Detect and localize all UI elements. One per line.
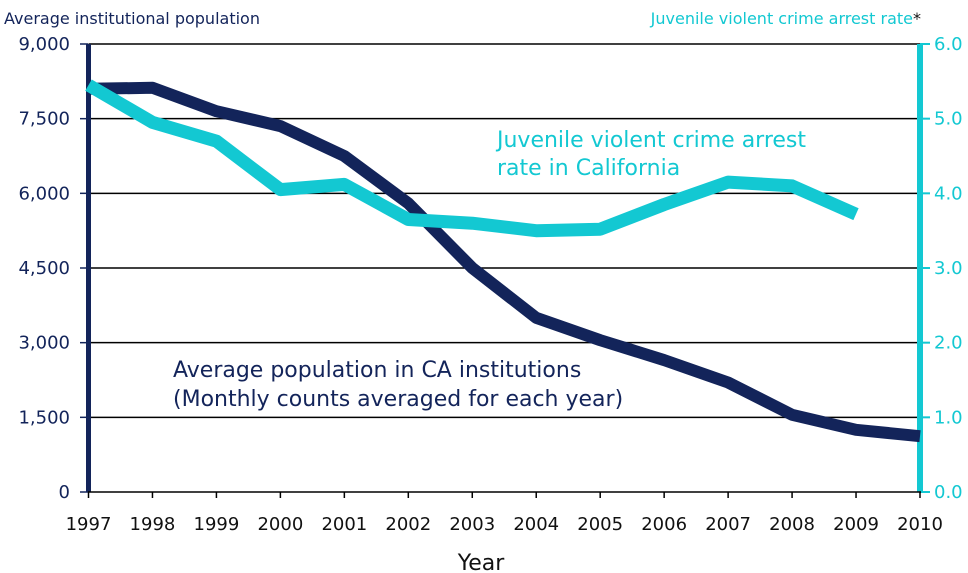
right-tick-label: 4.0 xyxy=(934,183,963,204)
x-tick-label: 1999 xyxy=(194,514,240,535)
right-axis-label-asterisk: * xyxy=(913,9,921,28)
x-tick-label: 2007 xyxy=(705,514,751,535)
x-tick-label: 2003 xyxy=(449,514,495,535)
x-tick-label: 2010 xyxy=(897,514,943,535)
right-axis-label: Juvenile violent crime arrest rate* xyxy=(650,9,921,28)
right-tick-label: 2.0 xyxy=(934,333,963,354)
x-tick-label: 1998 xyxy=(130,514,176,535)
right-axis-ticks: 0.0 1.0 2.0 3.0 4.0 5.0 6.0 xyxy=(920,34,963,503)
x-tick-label: 2000 xyxy=(257,514,303,535)
left-tick-label: 0 xyxy=(59,482,70,503)
right-axis-label-text: Juvenile violent crime arrest rate xyxy=(650,9,913,28)
cyan-annotation-line2: rate in California xyxy=(497,156,680,181)
x-tick-label: 2006 xyxy=(641,514,687,535)
institution-population-line xyxy=(88,81,921,443)
x-axis-ticks: 1997 1998 1999 2000 2001 2002 2003 2004 2005 2006… xyxy=(66,492,943,535)
left-axis-line xyxy=(86,44,91,492)
navy-annotation-line2: (Monthly counts averaged for each year) xyxy=(173,387,623,412)
cyan-series-annotation: Juvenile violent crime arrest rate in Ca… xyxy=(495,128,813,181)
right-tick-label: 0.0 xyxy=(934,482,963,503)
x-tick-label: 1997 xyxy=(66,514,112,535)
right-tick-label: 1.0 xyxy=(934,407,963,428)
left-tick-label: 9,000 xyxy=(18,34,70,55)
left-tick-label: 6,000 xyxy=(18,183,70,204)
navy-series-annotation: Average population in CA institutions (M… xyxy=(173,358,623,412)
x-tick-label: 2008 xyxy=(769,514,815,535)
left-tick-label: 3,000 xyxy=(18,333,70,354)
right-axis-line xyxy=(917,44,923,492)
right-tick-label: 3.0 xyxy=(934,258,963,279)
left-tick-label: 4,500 xyxy=(18,258,70,279)
x-tick-label: 2009 xyxy=(833,514,879,535)
x-tick-label: 2001 xyxy=(321,514,367,535)
x-tick-label: 2005 xyxy=(577,514,623,535)
x-tick-label: 2002 xyxy=(385,514,431,535)
right-tick-label: 5.0 xyxy=(934,109,963,130)
navy-annotation-line1: Average population in CA institutions xyxy=(173,358,581,383)
left-tick-label: 7,500 xyxy=(18,109,70,130)
series-layer xyxy=(85,79,921,443)
left-axis-label: Average institutional population xyxy=(4,9,260,28)
left-axis-ticks: 0 1,500 3,000 4,500 6,000 7,500 9,000 xyxy=(18,34,88,503)
right-tick-label: 6.0 xyxy=(934,34,963,55)
x-tick-label: 2004 xyxy=(513,514,559,535)
x-axis-label: Year xyxy=(457,551,506,573)
arrest-rate-line xyxy=(85,79,859,238)
left-tick-label: 1,500 xyxy=(18,407,70,428)
cyan-annotation-line1: Juvenile violent crime arrest xyxy=(495,128,806,153)
